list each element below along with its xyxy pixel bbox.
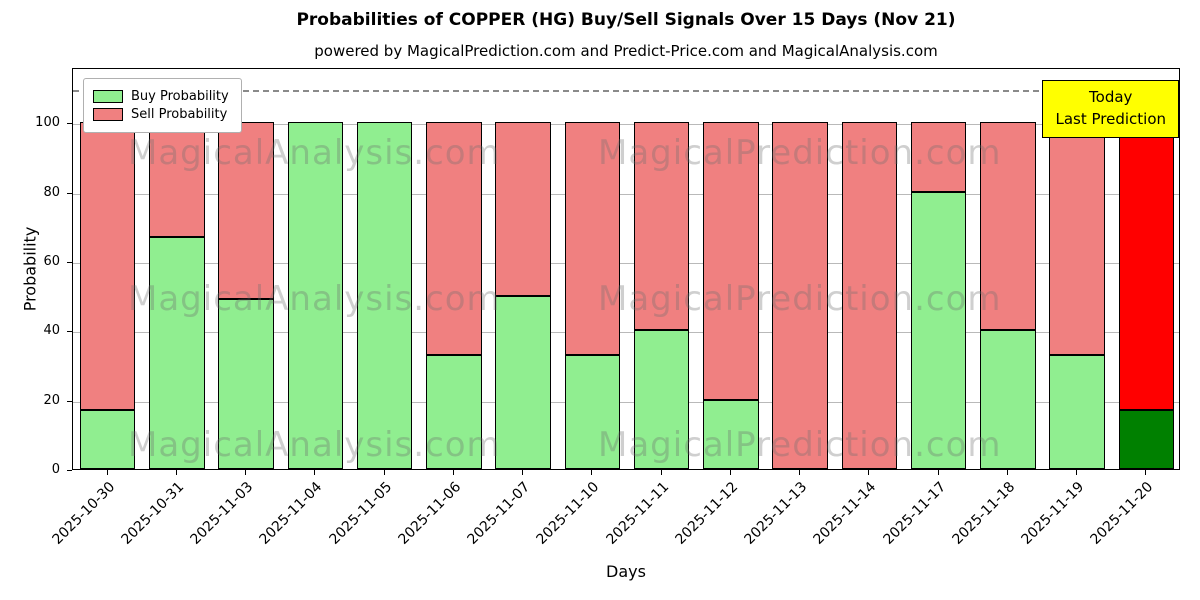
bar-segment-buy (79, 410, 136, 469)
legend-item-sell: Sell Probability (93, 107, 229, 122)
bar-segment-sell (79, 122, 136, 411)
legend-item-buy: Buy Probability (93, 89, 229, 104)
bar-segment-sell (1049, 122, 1105, 355)
bar-segment-buy (1118, 410, 1175, 469)
y-tick-label: 40 (43, 323, 60, 339)
bar-segment-sell (218, 122, 274, 300)
buy-color-swatch (93, 90, 123, 103)
x-tick-mark (314, 470, 316, 475)
x-tick-mark (383, 470, 385, 475)
bar-segment-buy (980, 330, 1036, 469)
x-axis-label: Days (606, 562, 646, 581)
x-tick-mark (1076, 470, 1078, 475)
today-annotation: Today Last Prediction (1042, 80, 1179, 138)
y-tick-label: 80 (43, 184, 60, 200)
bar-segment-sell (495, 122, 551, 296)
x-tick-mark (1006, 470, 1008, 475)
chart-subtitle: powered by MagicalPrediction.com and Pre… (314, 42, 938, 60)
x-tick-mark (1145, 470, 1147, 475)
y-tick-label: 100 (35, 115, 60, 131)
watermark-text: MagicalPrediction.com (598, 279, 1002, 319)
bar-segment-sell (564, 122, 621, 355)
x-tick-mark (522, 470, 524, 475)
annotation-line-2: Last Prediction (1055, 109, 1166, 128)
bar-segment-buy (703, 399, 759, 469)
plot-area: Buy Probability Sell Probability Today L… (72, 68, 1180, 470)
bar-segment-sell (149, 122, 205, 237)
bar-segment-sell (633, 122, 690, 331)
chart-title: Probabilities of COPPER (HG) Buy/Sell Si… (296, 10, 956, 30)
x-tick-mark (452, 470, 454, 475)
bar-segment-buy (218, 299, 274, 469)
legend: Buy Probability Sell Probability (83, 78, 242, 133)
legend-label-buy: Buy Probability (131, 89, 229, 104)
legend-label-sell: Sell Probability (131, 107, 228, 122)
x-tick-mark (591, 470, 593, 475)
bar-segment-buy (633, 330, 690, 469)
y-tick-label: 0 (51, 462, 60, 477)
bar-segment-buy (1049, 354, 1105, 469)
bar-segment-sell (841, 122, 898, 469)
x-tick-mark (175, 470, 177, 475)
threshold-line (73, 89, 1179, 92)
gridline (73, 332, 1179, 334)
bar-segment-sell (980, 122, 1036, 331)
y-tick-mark (67, 123, 72, 125)
x-tick-mark (729, 470, 731, 475)
gridline (73, 124, 1179, 126)
bar-segment-sell (772, 122, 828, 469)
y-tick-mark (67, 470, 72, 471)
watermark-text: MagicalPrediction.com (598, 133, 1002, 173)
gridline (73, 263, 1179, 265)
annotation-line-1: Today (1089, 88, 1133, 106)
x-tick-mark (868, 470, 870, 475)
bar-segment-sell (703, 122, 759, 400)
y-tick-mark (67, 331, 72, 333)
bar-segment-buy (356, 122, 413, 469)
y-tick-mark (67, 262, 72, 264)
bar-segment-sell (426, 122, 482, 355)
bar-segment-sell (910, 122, 967, 192)
x-tick-mark (106, 470, 108, 475)
bar-segment-buy (495, 295, 551, 469)
bar-segment-buy (426, 354, 482, 469)
watermark-text: MagicalPrediction.com (598, 425, 1002, 465)
y-tick-mark (67, 400, 72, 402)
bar-segment-buy (564, 354, 621, 469)
bar-segment-buy (287, 122, 344, 469)
watermark-text: MagicalAnalysis.com (128, 133, 501, 173)
watermark-text: MagicalAnalysis.com (128, 425, 501, 465)
x-tick-mark (660, 470, 662, 475)
bar-segment-buy (910, 191, 967, 469)
y-tick-label: 60 (43, 254, 60, 270)
bar-segment-buy (149, 236, 205, 469)
x-tick-mark (245, 470, 247, 475)
gridline (73, 193, 1179, 195)
y-tick-mark (67, 192, 72, 194)
x-tick-mark (799, 470, 801, 475)
gridline (73, 401, 1179, 403)
bar-segment-sell (1118, 122, 1175, 411)
y-tick-label: 20 (43, 392, 60, 408)
sell-color-swatch (93, 108, 123, 121)
watermark-text: MagicalAnalysis.com (128, 279, 501, 319)
x-tick-mark (937, 470, 939, 475)
